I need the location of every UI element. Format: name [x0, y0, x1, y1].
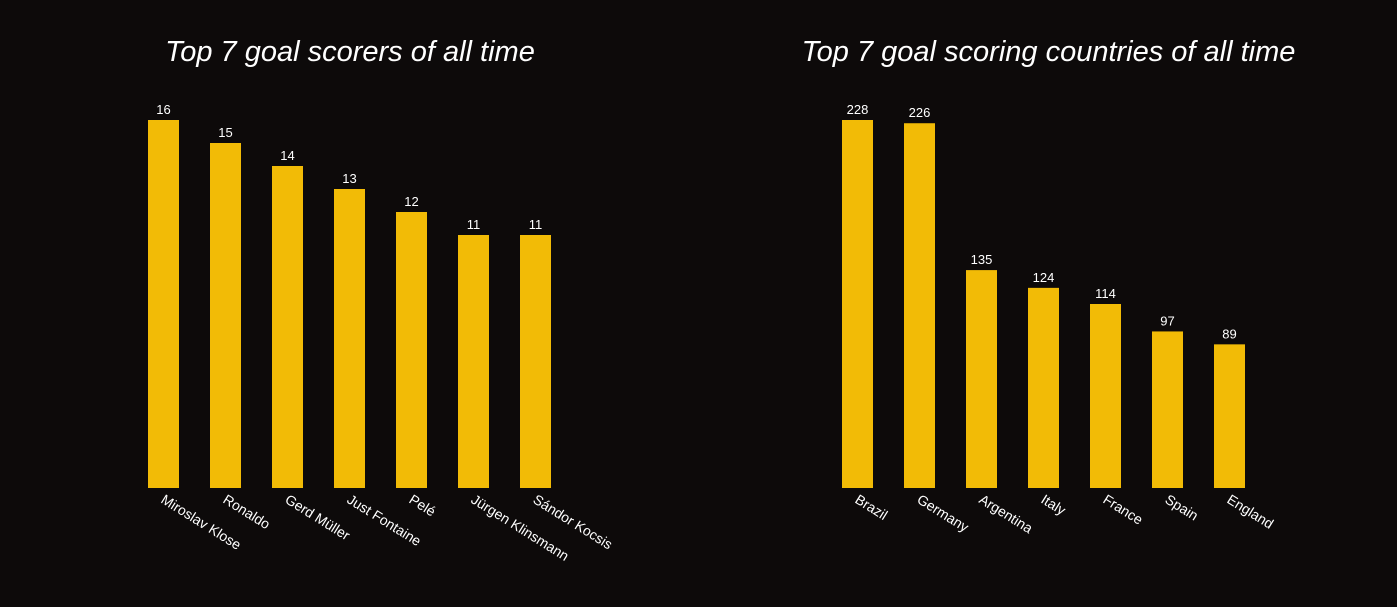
bar: [334, 189, 365, 488]
data-label: 124: [1033, 270, 1055, 285]
chart-plot-area: 228 Brazil 226 Germany 135 Argentina 124 Italy 1…: [842, 102, 1276, 536]
bar: [1090, 304, 1121, 488]
x-tick-label: Italy: [1038, 491, 1068, 518]
data-label: 228: [847, 102, 869, 117]
data-label: 15: [218, 125, 232, 140]
x-tick-label: Spain: [1162, 491, 1201, 524]
x-tick-label: Pelé: [406, 491, 438, 520]
x-tick-label: Brazil: [852, 491, 890, 523]
bar: [966, 270, 997, 488]
data-label: 14: [280, 148, 294, 163]
bar: [148, 120, 179, 488]
data-label: 89: [1222, 326, 1236, 341]
data-label: 12: [404, 194, 418, 209]
data-label: 226: [909, 105, 931, 120]
bar: [272, 166, 303, 488]
x-tick-label: England: [1224, 491, 1276, 532]
bar: [396, 212, 427, 488]
bar: [1152, 331, 1183, 488]
chart-title: Top 7 goal scorers of all time: [165, 36, 535, 68]
bar: [904, 123, 935, 488]
bar: [210, 143, 241, 488]
bar: [520, 235, 551, 488]
x-tick-label: Ronaldo: [220, 491, 273, 532]
bar: [1028, 287, 1059, 488]
data-label: 135: [971, 252, 993, 267]
data-label: 13: [342, 171, 356, 186]
x-tick-label: France: [1100, 491, 1146, 528]
data-label: 11: [529, 217, 543, 232]
bar: [842, 120, 873, 488]
data-label: 114: [1095, 286, 1116, 301]
x-tick-label: Gerd Müller: [282, 491, 353, 544]
chart-goal-scorers: Top 7 goal scorers of all time 16 Mirosla…: [148, 36, 615, 564]
chart-title: Top 7 goal scoring countries of all time: [801, 36, 1296, 68]
data-label: 11: [467, 217, 481, 232]
x-tick-label: Argentina: [976, 491, 1035, 536]
data-label: 16: [156, 102, 170, 117]
data-label: 97: [1160, 313, 1174, 328]
chart-goal-countries: Top 7 goal scoring countries of all time…: [700, 0, 1397, 607]
bar: [458, 235, 489, 488]
x-tick-label: Germany: [914, 491, 971, 535]
bar: [1214, 344, 1245, 488]
